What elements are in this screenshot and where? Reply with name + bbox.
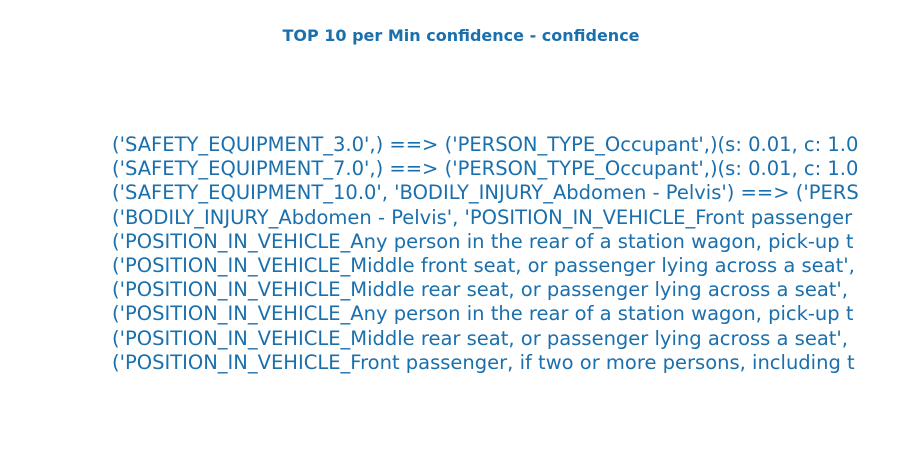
rule-item: ('SAFETY_EQUIPMENT_7.0',) ==> ('PERSON_T… bbox=[112, 157, 859, 181]
rule-item: ('POSITION_IN_VEHICLE_Middle rear seat, … bbox=[112, 326, 848, 350]
rule-item: ('BODILY_INJURY_Abdomen - Pelvis', 'POSI… bbox=[112, 205, 853, 229]
rule-item: ('POSITION_IN_VEHICLE_Middle rear seat, … bbox=[112, 278, 848, 302]
rule-item: ('SAFETY_EQUIPMENT_3.0',) ==> ('PERSON_T… bbox=[112, 133, 859, 156]
rule-item: ('POSITION_IN_VEHICLE_Middle front seat,… bbox=[112, 254, 855, 278]
rule-item: ('POSITION_IN_VEHICLE_Any person in the … bbox=[112, 229, 854, 253]
rules-list: ('SAFETY_EQUIPMENT_3.0',) ==> ('PERSON_T… bbox=[112, 133, 900, 375]
page-title: TOP 10 per Min confidence - confidence bbox=[282, 26, 640, 45]
rule-item: ('POSITION_IN_VEHICLE_Any person in the … bbox=[112, 302, 854, 326]
rule-item: ('SAFETY_EQUIPMENT_10.0', 'BODILY_INJURY… bbox=[112, 181, 859, 205]
rule-item: ('POSITION_IN_VEHICLE_Front passenger, i… bbox=[112, 350, 855, 374]
